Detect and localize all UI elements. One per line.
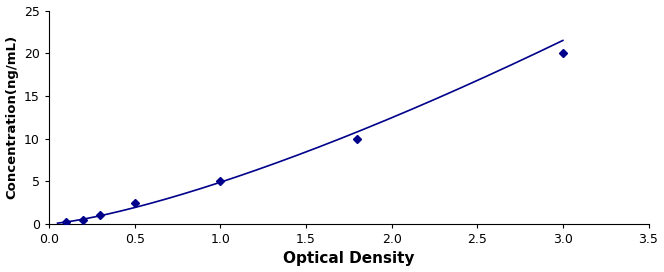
Y-axis label: Concentration(ng/mL): Concentration(ng/mL) [5,35,19,199]
X-axis label: Optical Density: Optical Density [283,251,414,267]
